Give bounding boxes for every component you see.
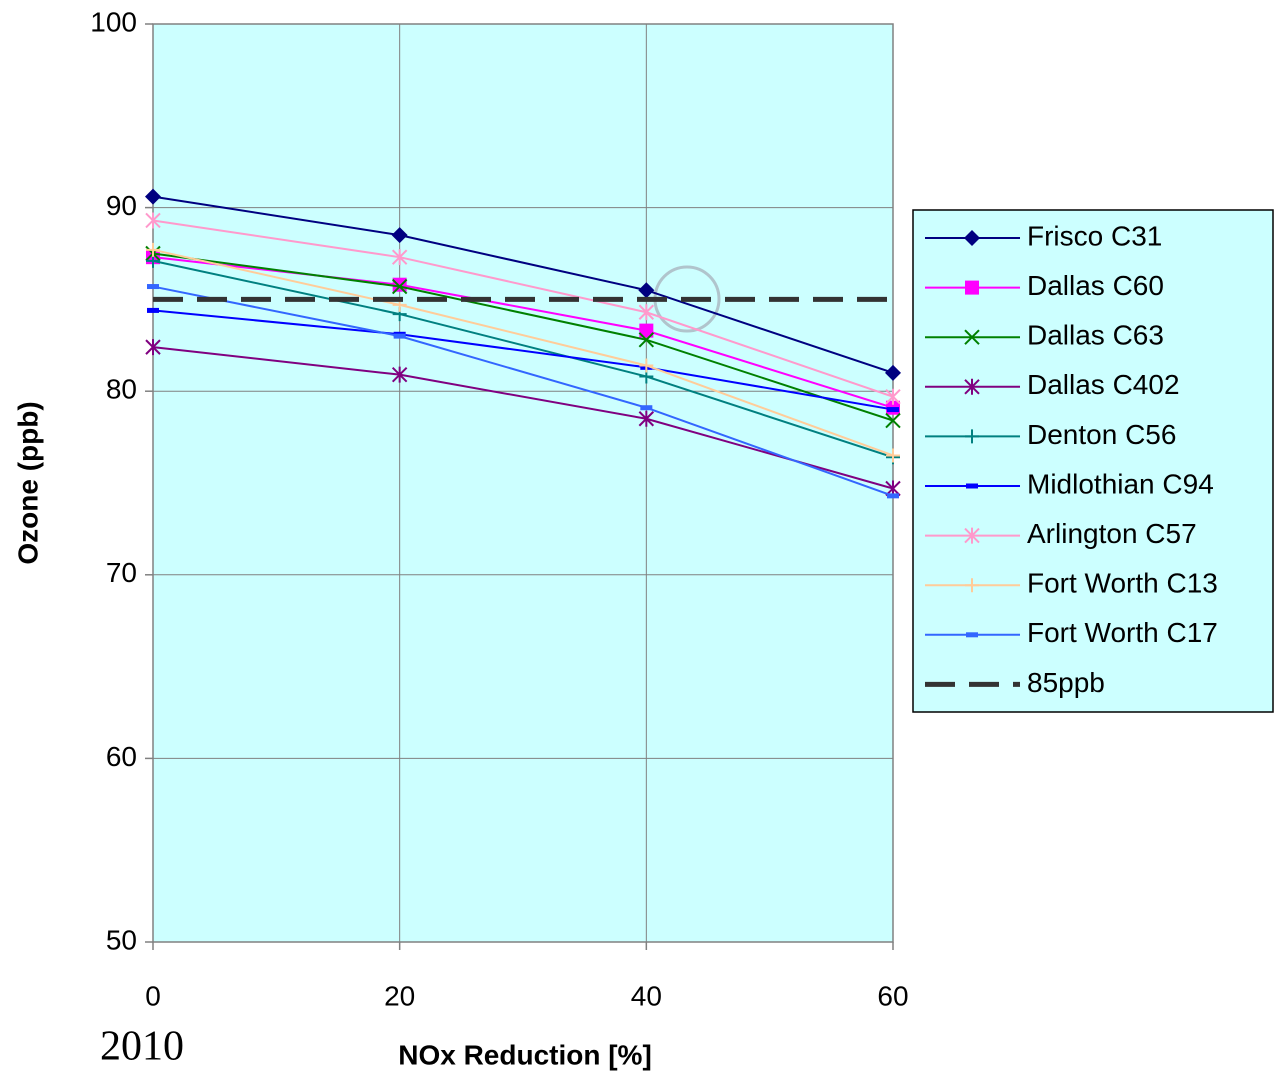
marker bbox=[965, 429, 979, 444]
marker bbox=[146, 242, 160, 257]
marker bbox=[887, 407, 899, 413]
legend-label: Frisco C31 bbox=[1027, 220, 1162, 251]
series-line bbox=[152, 259, 894, 459]
x-tick-label: 60 bbox=[877, 980, 908, 1011]
series-line bbox=[152, 248, 894, 457]
marker bbox=[391, 366, 408, 383]
x-tick-label: 20 bbox=[384, 980, 415, 1011]
marker bbox=[885, 412, 901, 429]
annotation: 2010 bbox=[100, 1024, 184, 1070]
marker bbox=[965, 280, 979, 295]
y-tick-label: 70 bbox=[106, 557, 137, 588]
marker bbox=[393, 333, 406, 339]
series-line bbox=[152, 346, 894, 490]
marker bbox=[638, 410, 655, 427]
x-axis-title: NOx Reduction [%] bbox=[398, 1039, 652, 1070]
marker bbox=[638, 304, 655, 321]
legend-label: Midlothian C94 bbox=[1027, 468, 1214, 499]
marker bbox=[966, 483, 978, 489]
marker bbox=[639, 323, 654, 338]
legend-label: Fort Worth C13 bbox=[1027, 568, 1218, 599]
y-tick-label: 50 bbox=[106, 924, 137, 955]
marker bbox=[886, 448, 900, 463]
marker bbox=[640, 405, 653, 411]
series-line bbox=[152, 219, 894, 398]
marker bbox=[145, 188, 161, 205]
legend-label: Denton C56 bbox=[1027, 419, 1176, 450]
marker bbox=[638, 282, 655, 299]
marker bbox=[639, 358, 654, 373]
legend-label: Dallas C60 bbox=[1027, 270, 1164, 301]
marker bbox=[964, 329, 980, 345]
x-tick-label: 0 bbox=[145, 980, 161, 1011]
y-tick-label: 100 bbox=[90, 6, 137, 37]
marker bbox=[392, 277, 407, 292]
legend-label: Arlington C57 bbox=[1027, 518, 1197, 549]
marker bbox=[145, 339, 161, 356]
marker bbox=[147, 307, 159, 313]
y-axis-title: Ozone (ppb) bbox=[12, 401, 43, 564]
marker bbox=[147, 284, 159, 290]
series-line bbox=[152, 285, 894, 497]
marker bbox=[391, 227, 408, 244]
series-line bbox=[152, 309, 894, 411]
y-tick-label: 60 bbox=[106, 741, 137, 772]
marker bbox=[885, 364, 901, 381]
legend-label: Dallas C63 bbox=[1027, 320, 1164, 351]
legend-label: Fort Worth C17 bbox=[1027, 617, 1218, 648]
marker bbox=[391, 249, 408, 266]
marker bbox=[966, 632, 978, 638]
x-tick-label: 40 bbox=[631, 980, 662, 1011]
marker bbox=[885, 388, 901, 405]
marker bbox=[638, 332, 655, 348]
legend-label: Dallas C402 bbox=[1027, 369, 1180, 400]
legend-label: 85ppb bbox=[1027, 667, 1105, 698]
y-tick-label: 90 bbox=[106, 190, 137, 221]
marker bbox=[391, 278, 408, 295]
y-tick-label: 80 bbox=[106, 374, 137, 405]
marker bbox=[887, 493, 899, 499]
marker bbox=[964, 527, 980, 544]
marker bbox=[145, 212, 161, 229]
marker bbox=[964, 378, 980, 395]
plot-area bbox=[152, 23, 894, 943]
series-line bbox=[152, 195, 894, 374]
marker bbox=[965, 578, 979, 593]
series-line bbox=[152, 252, 894, 422]
marker bbox=[964, 230, 980, 246]
